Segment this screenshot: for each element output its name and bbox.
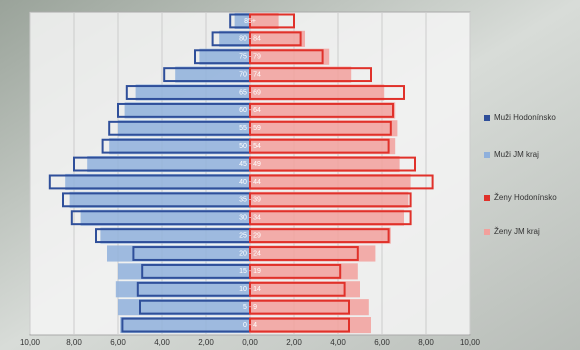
bar xyxy=(219,30,250,47)
bar xyxy=(249,281,346,297)
bar xyxy=(249,138,390,154)
legend-swatch xyxy=(484,195,490,201)
bar xyxy=(87,156,250,173)
bar xyxy=(250,227,391,244)
x-tick-label: 10,00 xyxy=(20,338,41,347)
bar xyxy=(249,31,302,47)
bar xyxy=(118,263,250,280)
bar xyxy=(234,12,250,29)
legend-swatch xyxy=(484,229,490,235)
bar xyxy=(107,245,250,262)
legend-label: Muži Hodonínsko xyxy=(494,113,556,122)
bar xyxy=(249,299,350,315)
bar xyxy=(199,48,250,65)
bar xyxy=(250,120,398,137)
age-label: 25 - 29 xyxy=(239,232,261,239)
legend-label: Ženy Hodonínsko xyxy=(494,193,557,202)
bar xyxy=(250,299,369,316)
age-label: 15 - 19 xyxy=(239,268,261,275)
bar xyxy=(135,84,250,101)
bar xyxy=(250,281,360,298)
bar xyxy=(249,192,412,208)
bar xyxy=(118,299,250,316)
x-tick-label: 2,00 xyxy=(198,338,214,347)
bar xyxy=(249,174,434,190)
bar xyxy=(118,120,250,137)
age-label: 10 - 14 xyxy=(239,286,261,293)
age-label: 5 - 9 xyxy=(243,304,257,311)
x-tick-label: 8,00 xyxy=(66,338,82,347)
bar xyxy=(100,227,251,244)
bar xyxy=(250,173,411,190)
age-label: 60 - 64 xyxy=(239,107,261,114)
bar xyxy=(250,245,376,262)
bar xyxy=(249,85,405,100)
bar xyxy=(249,67,372,83)
age-label: 45 - 49 xyxy=(239,161,261,168)
x-tick-label: 6,00 xyxy=(374,338,390,347)
bar xyxy=(80,209,250,226)
bar xyxy=(250,102,396,119)
x-tick-label: 6,00 xyxy=(110,338,126,347)
bar xyxy=(250,48,330,65)
bar xyxy=(250,66,352,83)
age-label: 30 - 34 xyxy=(239,215,261,222)
age-label: 0 - 4 xyxy=(243,322,257,329)
bar xyxy=(65,173,250,190)
bar xyxy=(124,102,250,119)
age-label: 70 - 74 xyxy=(239,71,261,78)
bar xyxy=(249,120,392,136)
x-tick-label: 0,00 xyxy=(242,338,258,347)
x-tick-label: 8,00 xyxy=(418,338,434,347)
bar xyxy=(249,102,394,118)
bar xyxy=(249,13,295,29)
bar xyxy=(175,66,250,83)
bar xyxy=(250,209,404,226)
bar xyxy=(250,30,305,47)
age-label: 40 - 44 xyxy=(239,179,261,186)
legend-label: Muži JM kraj xyxy=(494,150,539,159)
x-tick-label: 2,00 xyxy=(286,338,302,347)
bar xyxy=(249,156,416,172)
bar xyxy=(250,138,396,155)
x-tick-label: 10,00 xyxy=(460,338,481,347)
bar xyxy=(69,191,250,208)
age-label: 85+ xyxy=(244,18,256,25)
bar xyxy=(250,191,409,208)
bar xyxy=(249,263,342,279)
x-tick-label: 4,00 xyxy=(330,338,346,347)
age-label: 65 - 69 xyxy=(239,89,261,96)
bar xyxy=(250,156,400,173)
bar xyxy=(250,84,385,101)
bar xyxy=(250,263,358,280)
bar xyxy=(115,281,250,298)
bar xyxy=(120,317,250,334)
age-label: 75 - 79 xyxy=(239,54,261,61)
bar xyxy=(249,210,412,226)
age-label: 55 - 59 xyxy=(239,125,261,132)
bar xyxy=(250,12,279,29)
age-label: 80 - 84 xyxy=(239,36,261,43)
legend-label: Ženy JM kraj xyxy=(494,227,540,236)
age-label: 35 - 39 xyxy=(239,197,261,204)
age-label: 50 - 54 xyxy=(239,143,261,150)
bar xyxy=(109,138,250,155)
bar xyxy=(249,49,324,65)
legend-swatch xyxy=(484,152,490,158)
age-label: 20 - 24 xyxy=(239,250,261,257)
bar xyxy=(250,317,371,334)
x-tick-label: 4,00 xyxy=(154,338,170,347)
bar xyxy=(249,246,359,261)
legend-swatch xyxy=(484,115,490,121)
bar xyxy=(249,228,390,244)
bar xyxy=(249,317,350,333)
